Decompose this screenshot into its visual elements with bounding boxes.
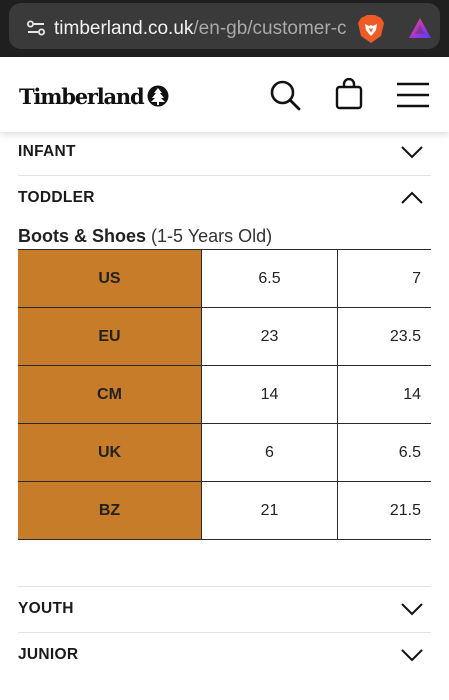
accordion-youth-label: YOUTH <box>18 600 74 617</box>
chevron-down-icon <box>401 603 423 616</box>
brave-rewards-icon[interactable] <box>408 17 432 39</box>
table-row: EU 23 23.5 <box>18 308 431 366</box>
table-cell: 23.5 <box>337 308 431 365</box>
row-header-eu: EU <box>18 308 201 365</box>
table-title-main: Boots & Shoes <box>18 226 147 246</box>
row-header-cm: CM <box>18 366 201 423</box>
accordion-toddler-label: TODDLER <box>18 189 95 206</box>
table-cell: 6.5 <box>201 250 337 307</box>
timberland-logo[interactable]: Timberland <box>19 83 170 109</box>
url-text[interactable]: timberland.co.uk/en-gb/customer-ca <box>54 17 347 41</box>
url-path: /en-gb/customer-ca <box>193 18 347 39</box>
hamburger-menu-icon[interactable] <box>396 81 430 109</box>
table-cell: 21 <box>201 482 337 539</box>
table-cell: 21.5 <box>337 482 431 539</box>
table-row: UK 6 6.5 <box>18 424 431 482</box>
chevron-down-icon <box>401 146 423 159</box>
logo-wordmark: Timberland <box>19 83 145 109</box>
table-cell: 6 <box>201 424 337 481</box>
shopping-bag-icon[interactable] <box>334 78 364 110</box>
brave-shields-icon[interactable] <box>357 14 385 44</box>
accordion-junior-label: JUNIOR <box>18 646 79 663</box>
table-cell: 14 <box>337 366 431 423</box>
browser-toolbar: timberland.co.uk/en-gb/customer-ca <box>0 0 449 57</box>
chevron-up-icon <box>401 191 423 204</box>
search-icon[interactable] <box>269 79 301 111</box>
address-bar[interactable]: timberland.co.uk/en-gb/customer-ca <box>9 3 440 49</box>
table-cell: 7 <box>337 250 431 307</box>
row-header-us: US <box>18 250 201 307</box>
accordion-infant[interactable]: INFANT <box>18 129 431 175</box>
table-cell: 14 <box>201 366 337 423</box>
row-header-uk: UK <box>18 424 201 481</box>
site-header: Timberland <box>0 57 449 132</box>
accordion-toddler[interactable]: TODDLER <box>18 175 431 221</box>
table-title: Boots & Shoes (1-5 Years Old) <box>18 224 272 248</box>
accordion-infant-label: INFANT <box>18 143 76 160</box>
table-row: CM 14 14 <box>18 366 431 424</box>
table-cell: 23 <box>201 308 337 365</box>
url-host: timberland.co.uk <box>54 18 194 39</box>
site-settings-icon[interactable] <box>27 20 45 36</box>
divider <box>18 632 431 633</box>
table-cell: 6.5 <box>337 424 431 481</box>
size-chart-table: US 6.5 7 EU 23 23.5 CM 14 14 UK 6 6.5 BZ… <box>18 249 431 540</box>
table-row: BZ 21 21.5 <box>18 482 431 539</box>
table-title-age-range: (1-5 Years Old) <box>151 226 273 246</box>
row-header-bz: BZ <box>18 482 201 539</box>
accordion-junior[interactable]: JUNIOR <box>18 632 431 678</box>
tree-logo-icon <box>147 85 169 107</box>
divider <box>18 586 431 587</box>
accordion-youth[interactable]: YOUTH <box>18 586 431 632</box>
chevron-down-icon <box>401 649 423 662</box>
divider <box>18 175 431 176</box>
table-row: US 6.5 7 <box>18 250 431 308</box>
